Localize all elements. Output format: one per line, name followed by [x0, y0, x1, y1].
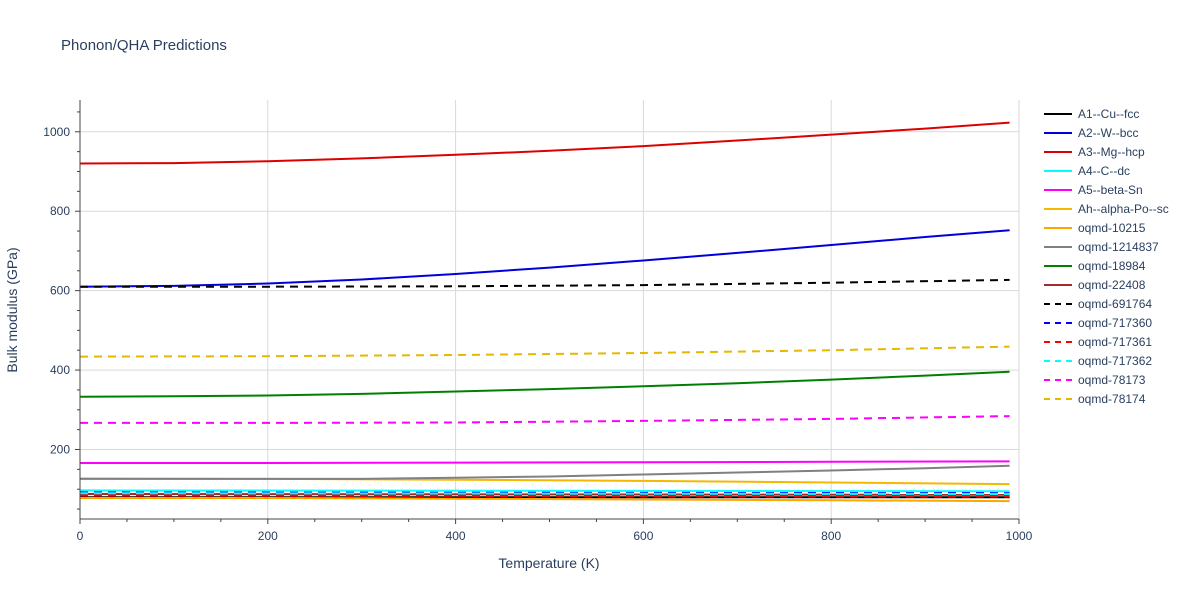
y-tick-label: 600 — [50, 284, 70, 298]
legend-label: A2--W--bcc — [1078, 126, 1138, 140]
legend-label: oqmd-1214837 — [1078, 240, 1159, 254]
legend-label: oqmd-22408 — [1078, 278, 1146, 292]
x-tick-label: 200 — [258, 529, 278, 543]
series-line-oqmd-691764[interactable] — [80, 278, 1010, 288]
legend-item-oqmd-78173[interactable]: oqmd-78173 — [1044, 373, 1146, 387]
legend-label: Ah--alpha-Po--sc — [1078, 202, 1169, 216]
legend-label: A4--C--dc — [1078, 164, 1130, 178]
series-line-oqmd-78174[interactable] — [79, 345, 1010, 358]
series-line-oqmd-717361[interactable] — [79, 494, 1010, 498]
legend-label: oqmd-717360 — [1078, 316, 1152, 330]
series-line-oqmd-1214837[interactable] — [80, 464, 1010, 480]
legend-item-oqmd-18984[interactable]: oqmd-18984 — [1044, 259, 1146, 273]
legend-item-A5--beta-Sn[interactable]: A5--beta-Sn — [1044, 183, 1143, 197]
series-line-A3--Mg--hcp[interactable] — [79, 121, 1010, 165]
legend-label: oqmd-717361 — [1078, 335, 1152, 349]
legend-item-oqmd-717362[interactable]: oqmd-717362 — [1044, 354, 1152, 368]
series-line-A2--W--bcc[interactable] — [79, 229, 1010, 288]
legend-label: oqmd-691764 — [1078, 297, 1152, 311]
legend-item-oqmd-10215[interactable]: oqmd-10215 — [1044, 221, 1146, 235]
legend-label: oqmd-18984 — [1078, 259, 1146, 273]
legend-item-oqmd-717361[interactable]: oqmd-717361 — [1044, 335, 1152, 349]
plot-area — [79, 121, 1010, 503]
legend-label: A5--beta-Sn — [1078, 183, 1143, 197]
chart-title: Phonon/QHA Predictions — [61, 37, 227, 54]
legend[interactable]: A1--Cu--fcc A2--W--bcc A3--Mg--hcp A4--C--d… — [1044, 107, 1169, 406]
legend-label: oqmd-78173 — [1078, 373, 1146, 387]
legend-item-oqmd-691764[interactable]: oqmd-691764 — [1044, 297, 1152, 311]
legend-label: A1--Cu--fcc — [1078, 107, 1139, 121]
x-tick-label: 0 — [77, 529, 84, 543]
y-tick-label: 800 — [50, 204, 70, 218]
y-tick-label: 1000 — [43, 125, 70, 139]
series-line-oqmd-717362[interactable] — [79, 492, 1010, 495]
legend-label: A3--Mg--hcp — [1078, 145, 1145, 159]
legend-item-oqmd-78174[interactable]: oqmd-78174 — [1044, 392, 1146, 406]
legend-item-A2--W--bcc[interactable]: A2--W--bcc — [1044, 126, 1138, 140]
x-tick-label: 800 — [821, 529, 841, 543]
x-axis-title: Temperature (K) — [498, 555, 599, 571]
legend-item-oqmd-1214837[interactable]: oqmd-1214837 — [1044, 240, 1159, 254]
legend-item-A3--Mg--hcp[interactable]: A3--Mg--hcp — [1044, 145, 1145, 159]
series-line-oqmd-10215[interactable] — [80, 497, 1010, 503]
series-line-A5--beta-Sn[interactable] — [80, 460, 1010, 464]
y-axis-title: Bulk modulus (GPa) — [4, 247, 20, 372]
x-tick-label: 400 — [446, 529, 466, 543]
legend-item-A1--Cu--fcc[interactable]: A1--Cu--fcc — [1044, 107, 1139, 121]
axes: 0 200 400 600 800 1000 200 400 600 800 1000 — [43, 100, 1033, 543]
x-tick-label: 1000 — [1006, 529, 1033, 543]
legend-label: oqmd-10215 — [1078, 221, 1146, 235]
series-line-oqmd-18984[interactable] — [79, 370, 1010, 398]
legend-item-oqmd-22408[interactable]: oqmd-22408 — [1044, 278, 1146, 292]
series-line-A4--C--dc[interactable] — [79, 489, 1010, 493]
legend-label: oqmd-78174 — [1078, 392, 1146, 406]
x-tick-label: 600 — [633, 529, 653, 543]
legend-item-oqmd-717360[interactable]: oqmd-717360 — [1044, 316, 1152, 330]
series-line-oqmd-78173[interactable] — [80, 415, 1010, 424]
legend-label: oqmd-717362 — [1078, 354, 1152, 368]
y-tick-label: 400 — [50, 363, 70, 377]
y-tick-label: 200 — [50, 442, 70, 456]
legend-item-A4--C--dc[interactable]: A4--C--dc — [1044, 164, 1130, 178]
legend-item-Ah--alpha-Po--sc[interactable]: Ah--alpha-Po--sc — [1044, 202, 1169, 216]
